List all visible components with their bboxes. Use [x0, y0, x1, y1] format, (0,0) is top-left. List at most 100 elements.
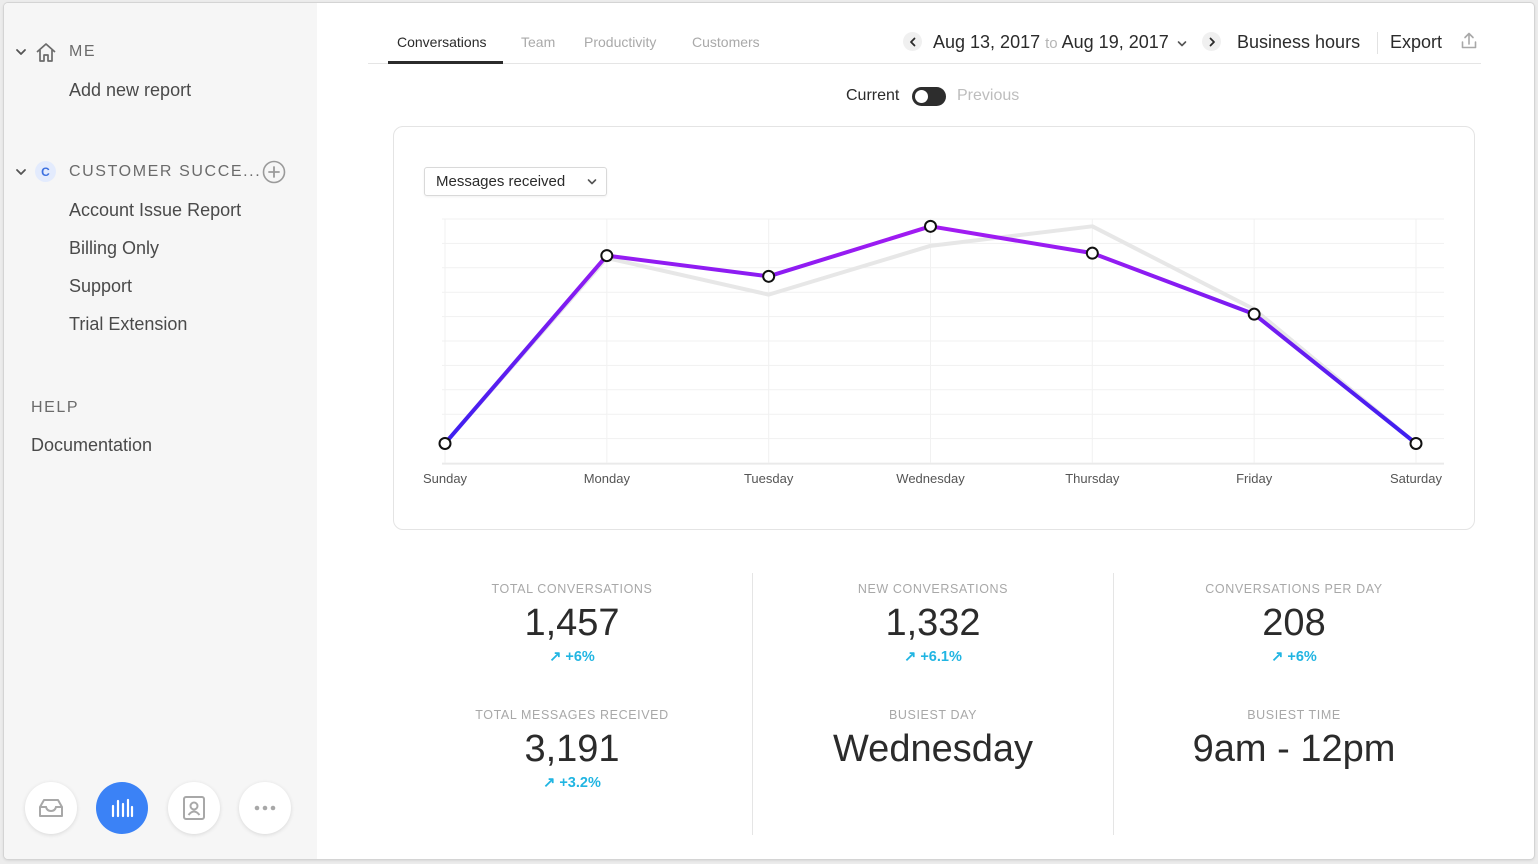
more-icon: [254, 805, 276, 811]
stat-busiest-day: BUSIEST DAY Wednesday: [763, 708, 1103, 770]
toggle-previous-label[interactable]: Previous: [957, 87, 1020, 104]
sidebar-item-trial-extension[interactable]: Trial Extension: [69, 314, 188, 334]
stat-value: 1,332: [885, 602, 981, 644]
toggle-knob: [915, 90, 928, 103]
business-hours-button[interactable]: Business hours: [1237, 32, 1361, 52]
stat-busiest-time: BUSIEST TIME 9am - 12pm: [1124, 708, 1464, 770]
stat-label: NEW CONVERSATIONS: [857, 582, 1009, 596]
home-icon: [36, 43, 56, 62]
metric-select-value: Messages received: [436, 173, 566, 190]
chevron-down-icon[interactable]: [15, 166, 27, 178]
stat-delta-value: +6%: [1287, 648, 1317, 665]
export-label: Export: [1390, 32, 1443, 52]
previous-range-button[interactable]: [903, 32, 922, 51]
add-report-icon[interactable]: [262, 160, 286, 184]
tab-productivity[interactable]: Productivity: [584, 34, 657, 50]
stat-value: 1,457: [524, 602, 620, 644]
arrow-up-right-icon: ↗: [904, 648, 917, 665]
export-button[interactable]: Export: [1390, 32, 1477, 53]
metric-select[interactable]: Messages received: [424, 167, 607, 196]
messages-line-chart: Sunday Monday Tuesday Wednesday Thursday Frid…: [423, 218, 1444, 486]
stat-delta-value: +3.2%: [559, 774, 601, 791]
stat-new-conversations: NEW CONVERSATIONS 1,332 ↗ +6.1%: [763, 582, 1103, 665]
chevron-down-icon: [1177, 41, 1187, 47]
divider: [752, 573, 753, 835]
chevron-right-icon: [1209, 37, 1215, 46]
sidebar: ME Add new report C CUSTOMER SUCCE... Ac…: [4, 3, 317, 859]
data-point[interactable]: [600, 249, 614, 263]
stat-label: TOTAL MESSAGES RECEIVED: [475, 708, 669, 722]
section-help-title: HELP: [31, 399, 80, 416]
arrow-up-right-icon: ↗: [1271, 648, 1284, 665]
report-tabs: Conversations Team Productivity Customer…: [368, 3, 1481, 64]
tab-customers[interactable]: Customers: [692, 34, 760, 50]
inbox-icon: [39, 799, 63, 817]
arrow-up-right-icon: ↗: [543, 774, 556, 791]
stat-label: TOTAL CONVERSATIONS: [491, 582, 653, 596]
sidebar-item-documentation[interactable]: Documentation: [31, 435, 153, 455]
x-tick-label: Tuesday: [744, 471, 794, 486]
section-title: ME: [69, 43, 97, 60]
data-point[interactable]: [1085, 246, 1099, 260]
date-to: Aug 19, 2017: [1061, 32, 1169, 52]
x-tick-label: Saturday: [1390, 471, 1443, 486]
data-point[interactable]: [438, 436, 452, 450]
more-button[interactable]: [239, 782, 291, 834]
tab-team[interactable]: Team: [521, 34, 556, 50]
date-range-picker[interactable]: Aug 13, 2017 to Aug 19, 2017: [933, 32, 1187, 53]
chevron-down-icon: [587, 179, 597, 185]
stat-total-messages-received: TOTAL MESSAGES RECEIVED 3,191 ↗ +3.2%: [402, 708, 742, 791]
x-tick-label: Monday: [584, 471, 631, 486]
sidebar-item-add-new-report[interactable]: Add new report: [69, 80, 192, 100]
stat-value: Wednesday: [833, 728, 1033, 770]
reports-icon: [111, 798, 134, 818]
data-point[interactable]: [1247, 307, 1261, 321]
stat-delta-value: +6%: [565, 648, 595, 665]
stat-value: 9am - 12pm: [1192, 728, 1396, 770]
stat-conversations-per-day: CONVERSATIONS PER DAY 208 ↗ +6%: [1124, 582, 1464, 665]
sidebar-item-support[interactable]: Support: [69, 276, 133, 296]
inbox-button[interactable]: [25, 782, 77, 834]
stat-delta: ↗ +6%: [1124, 649, 1464, 665]
section-customer-success-title: CUSTOMER SUCCE...: [69, 163, 261, 181]
contacts-button[interactable]: [168, 782, 220, 834]
next-range-button[interactable]: [1202, 32, 1221, 51]
data-point[interactable]: [924, 219, 937, 233]
section-me-title: ME: [69, 43, 96, 61]
divider: [1377, 32, 1378, 54]
stat-label: BUSIEST TIME: [1247, 708, 1341, 722]
stat-delta: ↗ +6.1%: [763, 649, 1103, 665]
date-to-word: to: [1045, 35, 1058, 52]
chevron-left-icon: [909, 37, 915, 46]
x-tick-label: Wednesday: [896, 471, 965, 486]
section-title: CUSTOMER SUCCE...: [69, 163, 262, 180]
x-tick-label: Thursday: [1065, 471, 1120, 486]
sidebar-item-billing-only[interactable]: Billing Only: [69, 238, 160, 258]
export-icon: [1461, 32, 1477, 49]
stat-value: 3,191: [524, 728, 620, 770]
tab-conversations[interactable]: Conversations: [397, 34, 487, 50]
stat-label: CONVERSATIONS PER DAY: [1205, 582, 1383, 596]
data-point[interactable]: [1409, 436, 1423, 450]
stat-value: 208: [1262, 602, 1326, 644]
x-tick-label: Friday: [1236, 471, 1273, 486]
app-window: ME Add new report C CUSTOMER SUCCE... Ac…: [4, 3, 1534, 859]
stat-label: BUSIEST DAY: [888, 708, 978, 722]
chevron-down-icon[interactable]: [15, 46, 27, 58]
data-point[interactable]: [762, 269, 776, 283]
active-tab-underline: [388, 61, 503, 64]
stat-total-conversations: TOTAL CONVERSATIONS 1,457 ↗ +6%: [402, 582, 742, 665]
x-tick-label: Sunday: [423, 471, 468, 486]
sidebar-item-account-issue-report[interactable]: Account Issue Report: [69, 200, 242, 220]
chart-card: Messages received Sunday Monday Tuesday Wed…: [393, 126, 1475, 530]
date-from: Aug 13, 2017: [933, 32, 1041, 52]
reports-button[interactable]: [96, 782, 148, 834]
toggle-current-label[interactable]: Current: [846, 87, 900, 104]
stat-delta: ↗ +6%: [402, 649, 742, 665]
stat-delta-value: +6.1%: [920, 648, 962, 665]
team-badge: C: [35, 161, 56, 182]
period-toggle[interactable]: [912, 87, 946, 106]
divider: [1113, 573, 1114, 835]
stat-delta: ↗ +3.2%: [402, 775, 742, 791]
contacts-icon: [183, 796, 205, 820]
